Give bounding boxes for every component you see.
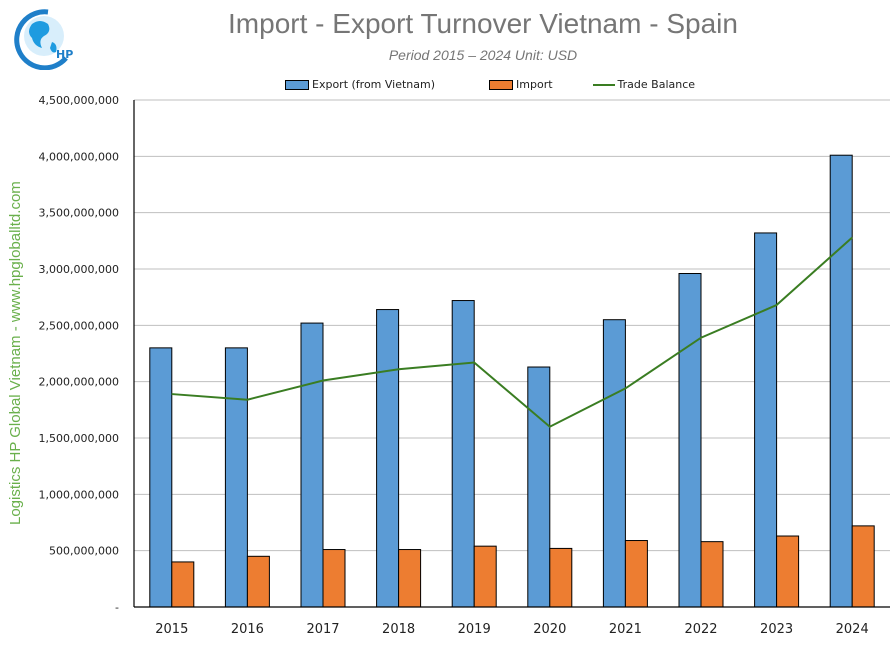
import-bar bbox=[851, 525, 875, 608]
x-tick-label: 2015 bbox=[155, 622, 188, 637]
import-bar bbox=[549, 547, 573, 608]
export-bar bbox=[451, 300, 475, 608]
y-tick-label: 4,500,000,000 bbox=[39, 94, 119, 107]
y-tick-label: 3,000,000,000 bbox=[39, 263, 119, 276]
globe-logo-icon: HP bbox=[14, 9, 73, 70]
export-bar bbox=[376, 309, 400, 608]
export-bar bbox=[224, 347, 248, 608]
y-tick-label: 2,500,000,000 bbox=[39, 319, 119, 332]
trade-balance-line bbox=[171, 236, 853, 428]
x-tick-label: 2021 bbox=[609, 622, 642, 637]
import-bar bbox=[322, 549, 346, 608]
legend: Export (from Vietnam) Import Trade Balan… bbox=[285, 78, 735, 91]
x-tick-label: 2016 bbox=[231, 622, 264, 637]
export-bar bbox=[300, 322, 324, 608]
x-tick-label: 2024 bbox=[836, 622, 869, 637]
import-bar bbox=[473, 545, 497, 608]
legend-item-export: Export (from Vietnam) bbox=[285, 78, 435, 91]
export-bar bbox=[754, 232, 778, 608]
y-tick-label: 500,000,000 bbox=[49, 545, 119, 558]
export-bar bbox=[527, 366, 551, 608]
export-bar bbox=[829, 154, 853, 608]
x-tick-label: 2020 bbox=[533, 622, 566, 637]
y-tick-label: 1,000,000,000 bbox=[39, 488, 119, 501]
x-tick-label: 2017 bbox=[306, 622, 339, 637]
import-bar bbox=[776, 535, 800, 608]
import-bar bbox=[700, 541, 724, 608]
legend-swatch-import bbox=[489, 79, 514, 90]
company-logo: HP bbox=[8, 6, 76, 70]
x-tick-label: 2023 bbox=[760, 622, 793, 637]
legend-swatch-export bbox=[285, 79, 309, 90]
x-tick-label: 2022 bbox=[684, 622, 717, 637]
y-tick-label: 2,000,000,000 bbox=[39, 376, 119, 389]
import-bar bbox=[624, 540, 648, 608]
legend-label-trade-balance: Trade Balance bbox=[617, 78, 696, 91]
import-bar bbox=[171, 561, 195, 608]
export-bar bbox=[149, 347, 173, 608]
import-bar bbox=[398, 549, 422, 608]
legend-item-import: Import bbox=[489, 78, 553, 91]
y-tick-label: 4,000,000,000 bbox=[39, 150, 119, 163]
legend-item-trade-balance: Trade Balance bbox=[592, 78, 696, 91]
import-bar bbox=[246, 555, 270, 608]
legend-label-import: Import bbox=[516, 78, 553, 91]
y-tick-label: 1,500,000,000 bbox=[39, 432, 119, 445]
chart-subtitle: Period 2015 – 2024 Unit: USD bbox=[388, 47, 578, 63]
svg-text:HP: HP bbox=[56, 48, 73, 61]
legend-label-export: Export (from Vietnam) bbox=[312, 78, 436, 91]
x-tick-label: 2018 bbox=[382, 622, 415, 637]
x-tick-label: 2019 bbox=[458, 622, 491, 637]
legend-swatch-trade-balance bbox=[592, 83, 615, 86]
export-bar bbox=[678, 273, 702, 608]
y-tick-label: - bbox=[115, 601, 119, 614]
chart-title: Import - Export Turnover Vietnam - Spain bbox=[228, 8, 738, 39]
y-tick-label: 3,500,000,000 bbox=[39, 207, 119, 220]
export-bar bbox=[602, 319, 626, 608]
